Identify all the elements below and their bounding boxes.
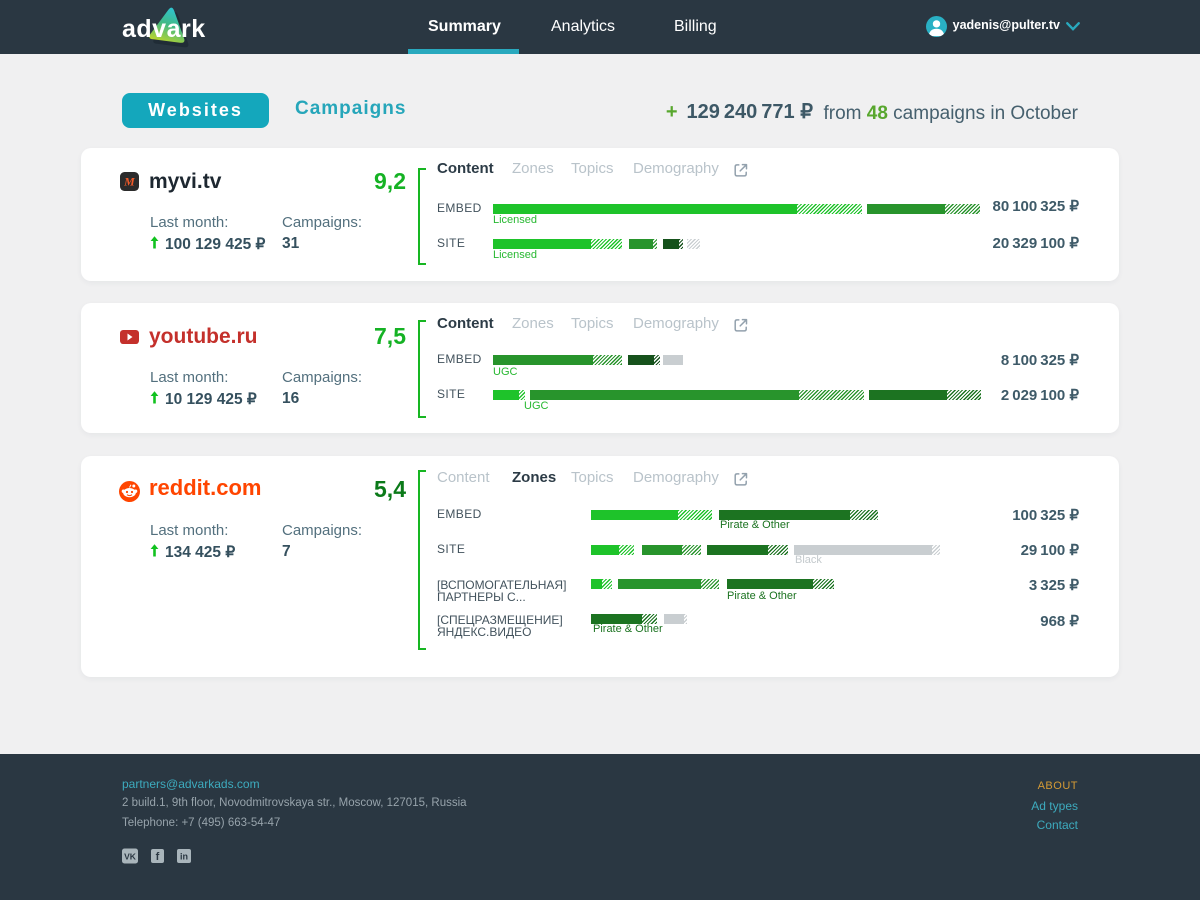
svg-text:f: f	[156, 851, 160, 863]
svg-text:advark: advark	[122, 15, 206, 43]
svg-text:in: in	[180, 852, 188, 862]
svg-text:VK: VK	[124, 852, 137, 862]
svg-text:M: M	[123, 175, 135, 189]
